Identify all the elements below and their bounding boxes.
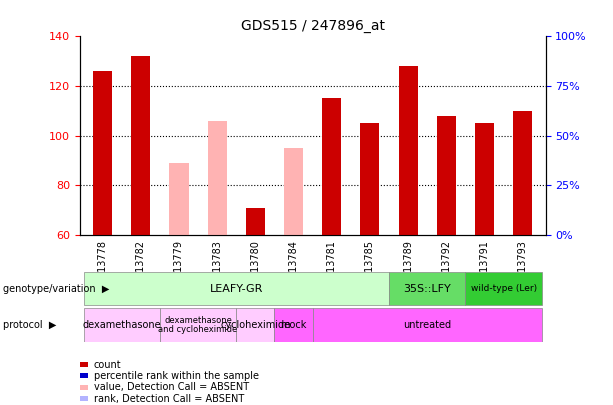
- Text: count: count: [94, 360, 121, 369]
- Text: genotype/variation  ▶: genotype/variation ▶: [3, 284, 110, 294]
- Bar: [398, 66, 417, 235]
- Bar: [246, 208, 265, 235]
- Text: 35S::LFY: 35S::LFY: [403, 284, 451, 294]
- Text: LEAFY-GR: LEAFY-GR: [210, 284, 263, 294]
- Bar: [83, 272, 389, 305]
- Text: dexamethasone: dexamethasone: [82, 320, 161, 330]
- Text: value, Detection Call = ABSENT: value, Detection Call = ABSENT: [94, 382, 249, 392]
- Bar: [313, 309, 542, 341]
- Bar: [360, 123, 379, 235]
- Bar: [169, 163, 189, 235]
- Bar: [208, 121, 227, 235]
- Text: protocol  ▶: protocol ▶: [3, 320, 56, 330]
- Text: mock: mock: [280, 320, 306, 330]
- Bar: [389, 272, 465, 305]
- Text: cycloheximide: cycloheximide: [220, 320, 291, 330]
- Bar: [160, 309, 236, 341]
- Text: wild-type (Ler): wild-type (Ler): [471, 284, 536, 293]
- Text: percentile rank within the sample: percentile rank within the sample: [94, 371, 259, 381]
- Bar: [275, 309, 313, 341]
- Bar: [465, 272, 542, 305]
- Bar: [513, 111, 532, 235]
- Bar: [236, 309, 275, 341]
- Text: rank, Detection Call = ABSENT: rank, Detection Call = ABSENT: [94, 394, 244, 403]
- Title: GDS515 / 247896_at: GDS515 / 247896_at: [241, 19, 384, 33]
- Bar: [475, 123, 494, 235]
- Bar: [83, 309, 160, 341]
- Text: dexamethasone
and cycloheximide: dexamethasone and cycloheximide: [158, 315, 238, 335]
- Text: untreated: untreated: [403, 320, 451, 330]
- Bar: [131, 56, 150, 235]
- Bar: [93, 71, 112, 235]
- Bar: [284, 148, 303, 235]
- Bar: [436, 116, 456, 235]
- Bar: [322, 98, 341, 235]
